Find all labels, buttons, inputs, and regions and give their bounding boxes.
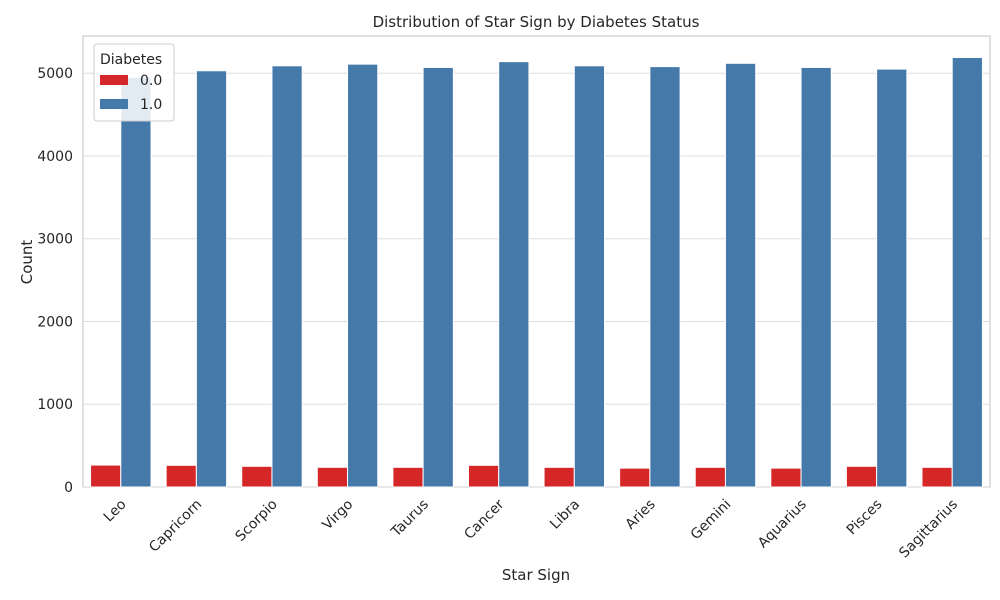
bar-0-0-pisces — [845, 465, 878, 488]
bar-0-0-aries — [619, 467, 651, 488]
bar-0-0-sagittarius — [921, 466, 953, 488]
x-tick-label: Sagittarius — [896, 497, 961, 562]
bar-0-0-libra — [543, 466, 575, 488]
bars — [90, 57, 983, 488]
y-tick-label: 0 — [64, 480, 73, 496]
x-tick-label: Capricorn — [146, 497, 205, 556]
legend: Diabetes 0.0 1.0 — [93, 43, 175, 122]
bar-1-0-libra — [573, 65, 606, 488]
plot-area — [82, 35, 991, 488]
y-axis-ticks: 0 1000 2000 3000 4000 5000 — [37, 66, 73, 496]
bar-1-0-cancer — [498, 61, 530, 488]
x-tick-label: Taurus — [388, 497, 432, 541]
y-tick-label: 5000 — [37, 66, 73, 82]
bar-1-0-sagittarius — [951, 57, 983, 488]
bar-0-0-aquarius — [770, 467, 802, 488]
x-tick-label: Aquarius — [755, 497, 810, 552]
bar-1-0-pisces — [876, 68, 908, 488]
bar-1-0-scorpio — [271, 65, 303, 488]
y-tick-label: 3000 — [37, 232, 73, 248]
y-tick-label: 2000 — [37, 314, 73, 330]
bar-1-0-capricorn — [195, 70, 228, 488]
bar-0-0-leo — [90, 464, 122, 488]
legend-title: Diabetes — [100, 52, 162, 68]
x-tick-label: Scorpio — [233, 497, 281, 545]
x-axis-label: Star Sign — [502, 566, 570, 584]
bar-1-0-virgo — [347, 63, 379, 488]
bar-0-0-cancer — [467, 464, 500, 488]
x-tick-label: Leo — [101, 497, 130, 526]
x-tick-label: Cancer — [461, 496, 507, 542]
bar-0-0-taurus — [392, 466, 424, 488]
y-axis-label: Count — [18, 240, 36, 285]
y-tick-label: 4000 — [37, 149, 73, 165]
x-tick-label: Aries — [623, 497, 659, 533]
bar-1-0-taurus — [422, 66, 454, 488]
legend-label-1: 1.0 — [140, 97, 162, 113]
x-tick-label: Libra — [547, 497, 583, 533]
legend-swatch-0 — [100, 75, 128, 85]
y-tick-label: 1000 — [37, 397, 73, 413]
bar-1-0-leo — [120, 76, 152, 488]
legend-swatch-1 — [100, 99, 128, 109]
legend-label-0: 0.0 — [140, 73, 162, 89]
bar-1-0-aries — [649, 66, 681, 488]
x-axis-ticks: Leo Capricorn Scorpio Virgo Taurus Cancer Libr… — [101, 496, 961, 561]
chart-title: Distribution of Star Sign by Diabetes St… — [373, 13, 700, 31]
bar-0-0-scorpio — [241, 465, 273, 488]
bar-0-0-capricorn — [165, 464, 197, 488]
gridlines — [83, 72, 990, 488]
x-tick-label: Pisces — [844, 497, 886, 539]
bar-0-0-gemini — [694, 466, 726, 488]
x-tick-label: Gemini — [688, 497, 735, 544]
bar-1-0-aquarius — [800, 66, 832, 488]
bar-1-0-gemini — [724, 62, 757, 488]
bar-0-0-virgo — [316, 466, 349, 488]
x-tick-label: Virgo — [320, 497, 357, 534]
